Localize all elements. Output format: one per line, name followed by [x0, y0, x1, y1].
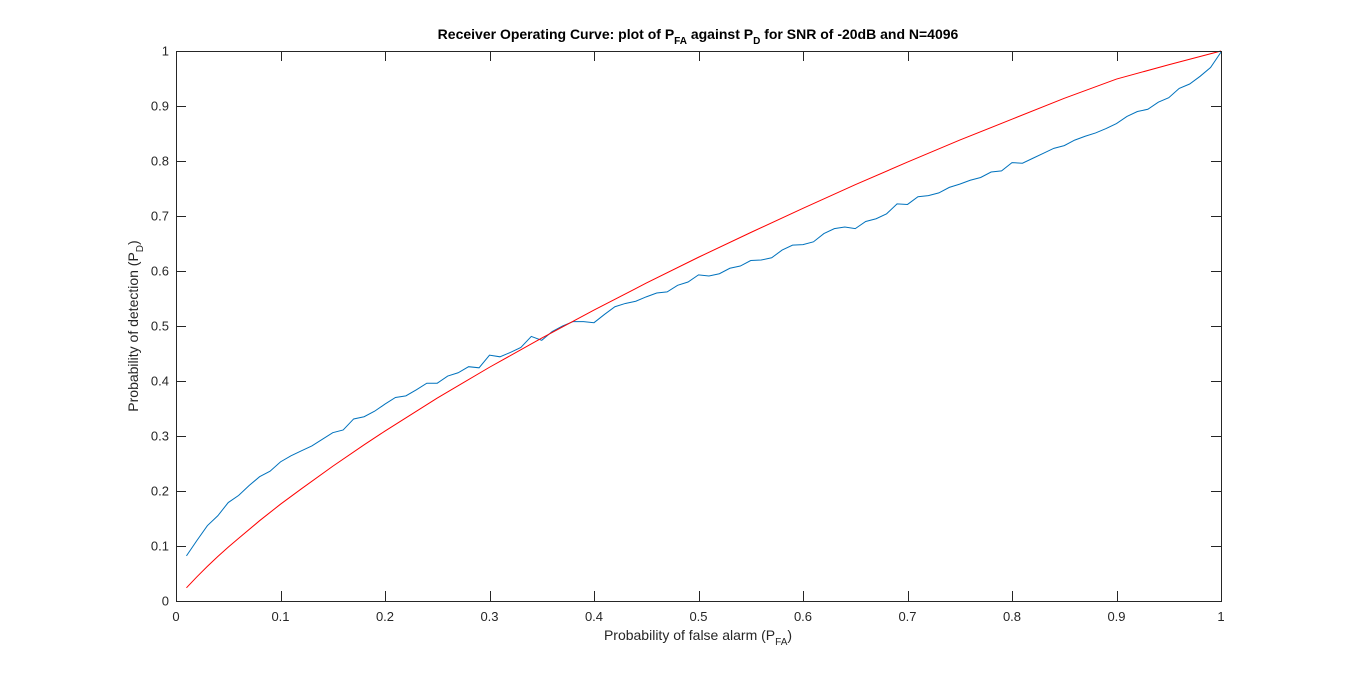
x-tick-label: 0.7 — [898, 609, 916, 624]
y-tick-label: 0.7 — [151, 209, 169, 224]
x-axis-label: Probability of false alarm (PFA) — [604, 627, 792, 648]
x-tick-label: 0.3 — [480, 609, 498, 624]
y-tick-label: 0.6 — [151, 264, 169, 279]
x-tick-label: 0.8 — [1003, 609, 1021, 624]
y-tick-label: 1 — [162, 44, 169, 59]
x-tick-label: 0.4 — [585, 609, 603, 624]
x-tick-label: 0.2 — [376, 609, 394, 624]
x-tick-label: 0 — [172, 609, 179, 624]
y-tick-label: 0.8 — [151, 154, 169, 169]
y-tick-label: 0.5 — [151, 319, 169, 334]
y-tick-label: 0.1 — [151, 539, 169, 554]
series-layer — [186, 50, 1222, 589]
y-axis-label: Probability of detection (PD) — [125, 240, 146, 411]
y-tick-label: 0.2 — [151, 484, 169, 499]
x-tick-label: 0.9 — [1107, 609, 1125, 624]
y-tick-label: 0.4 — [151, 374, 169, 389]
ticks-layer: 0 0.1 0.2 0.3 0.4 0.5 0.6 0.7 0.8 0.9 1 0 0.1 0.2 0.3 0… — [151, 44, 1225, 625]
series-line-2 — [186, 50, 1222, 589]
chart-title: Receiver Operating Curve: plot of PFA ag… — [438, 26, 959, 47]
plot-area — [176, 51, 1221, 601]
y-tick-label: 0 — [162, 594, 169, 609]
y-tick-label: 0.3 — [151, 429, 169, 444]
series-line-1 — [186, 51, 1222, 557]
x-tick-label: 0.1 — [271, 609, 289, 624]
x-tick-label: 0.6 — [794, 609, 812, 624]
y-tick-label: 0.9 — [151, 99, 169, 114]
x-tick-label: 1 — [1217, 609, 1224, 624]
x-tick-label: 0.5 — [689, 609, 707, 624]
